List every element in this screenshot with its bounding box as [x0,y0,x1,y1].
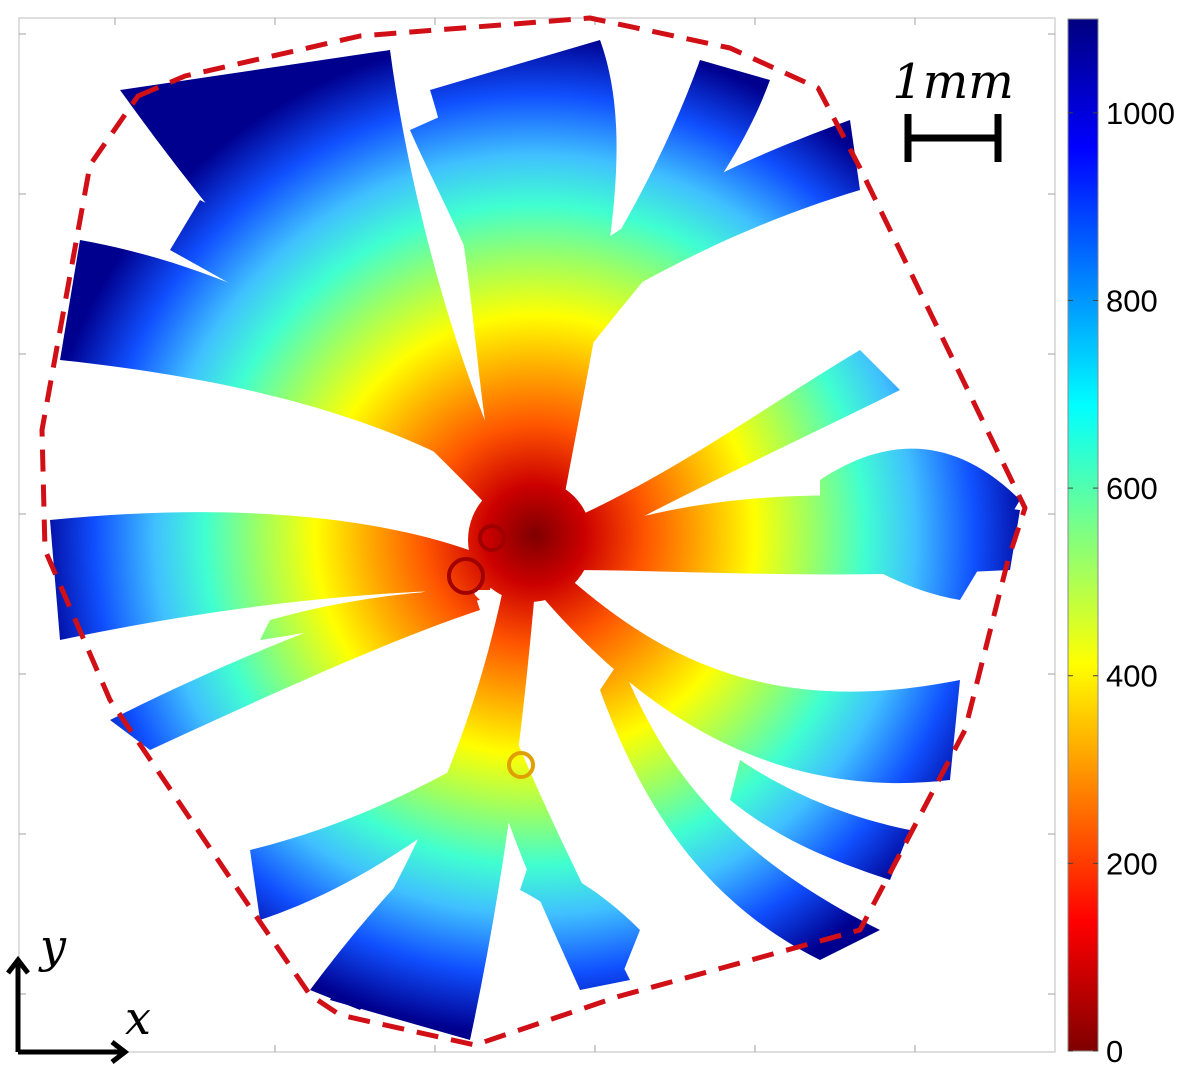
colorbar-tick-label: 800 [1106,283,1158,318]
colorbar-tick-label: 200 [1106,846,1158,881]
colorbar-tick-label: 600 [1106,471,1158,506]
x-axis-label: x [125,991,151,1045]
branching-pattern [50,40,1020,1040]
colorbar-ticks: 0 200 400 600 800 1000 [1068,96,1175,1069]
colorbar-tick-label: 400 [1106,659,1158,694]
colorbar-gradient [1067,18,1099,1052]
scale-bar-label: 1mm [892,54,1014,110]
scale-bar: 1mm [892,54,1014,162]
axis-arrows [6,955,130,1064]
colorbar: 0 200 400 600 800 1000 [1067,18,1175,1069]
colorbar-tick-label: 1000 [1106,96,1175,131]
hull-boundary [39,15,1028,1048]
frame-ticks [19,18,1055,1052]
colorbar-tick-label: 0 [1106,1034,1123,1069]
y-axis-label: y [38,919,67,973]
